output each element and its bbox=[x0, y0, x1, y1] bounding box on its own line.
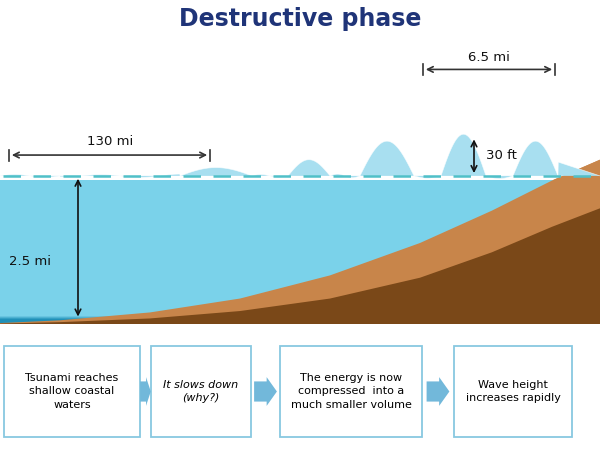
Polygon shape bbox=[0, 294, 600, 319]
Polygon shape bbox=[0, 249, 600, 318]
Polygon shape bbox=[0, 183, 600, 316]
Polygon shape bbox=[140, 377, 151, 406]
Polygon shape bbox=[0, 271, 600, 318]
FancyBboxPatch shape bbox=[151, 346, 251, 437]
Polygon shape bbox=[0, 257, 600, 318]
Polygon shape bbox=[0, 301, 600, 319]
Polygon shape bbox=[254, 377, 277, 406]
Polygon shape bbox=[427, 377, 449, 406]
Polygon shape bbox=[0, 312, 600, 319]
Polygon shape bbox=[0, 305, 600, 319]
Polygon shape bbox=[0, 242, 600, 317]
Polygon shape bbox=[0, 208, 600, 324]
Text: Wave height
increases rapidly: Wave height increases rapidly bbox=[466, 380, 560, 403]
Polygon shape bbox=[0, 180, 600, 316]
Polygon shape bbox=[0, 297, 600, 319]
Polygon shape bbox=[0, 216, 600, 317]
Polygon shape bbox=[0, 194, 600, 316]
FancyBboxPatch shape bbox=[454, 346, 572, 437]
Polygon shape bbox=[0, 275, 600, 318]
FancyBboxPatch shape bbox=[4, 346, 140, 437]
Polygon shape bbox=[0, 187, 600, 316]
Polygon shape bbox=[0, 209, 600, 316]
Polygon shape bbox=[0, 198, 600, 316]
FancyBboxPatch shape bbox=[280, 346, 422, 437]
Polygon shape bbox=[0, 191, 600, 316]
Polygon shape bbox=[0, 238, 600, 317]
Text: Tsunami reaches
shallow coastal
waters: Tsunami reaches shallow coastal waters bbox=[25, 374, 119, 410]
Polygon shape bbox=[0, 134, 600, 179]
Polygon shape bbox=[0, 202, 600, 316]
Polygon shape bbox=[0, 316, 600, 319]
Polygon shape bbox=[0, 224, 600, 317]
Polygon shape bbox=[0, 160, 600, 324]
Text: The energy is now
compressed  into a
much smaller volume: The energy is now compressed into a much… bbox=[290, 374, 412, 410]
Polygon shape bbox=[0, 231, 600, 317]
Text: It slows down
(why?): It slows down (why?) bbox=[163, 380, 239, 403]
Polygon shape bbox=[0, 220, 600, 317]
Polygon shape bbox=[0, 320, 600, 323]
Polygon shape bbox=[0, 235, 600, 317]
Text: Destructive phase: Destructive phase bbox=[179, 7, 421, 31]
Polygon shape bbox=[0, 290, 600, 319]
Text: 130 mi: 130 mi bbox=[86, 135, 133, 148]
Polygon shape bbox=[0, 208, 600, 324]
Polygon shape bbox=[0, 261, 600, 318]
Text: 2.5 mi: 2.5 mi bbox=[9, 255, 51, 268]
Text: 6.5 mi: 6.5 mi bbox=[468, 51, 510, 64]
Polygon shape bbox=[0, 264, 600, 318]
Polygon shape bbox=[0, 160, 600, 324]
Polygon shape bbox=[0, 246, 600, 317]
Polygon shape bbox=[0, 213, 600, 317]
Polygon shape bbox=[0, 227, 600, 317]
Polygon shape bbox=[0, 253, 600, 318]
Polygon shape bbox=[0, 268, 600, 318]
Polygon shape bbox=[0, 283, 600, 319]
Polygon shape bbox=[0, 286, 600, 319]
Polygon shape bbox=[0, 205, 600, 316]
Polygon shape bbox=[0, 279, 600, 318]
Text: 30 ft: 30 ft bbox=[486, 148, 517, 162]
Polygon shape bbox=[0, 308, 600, 319]
